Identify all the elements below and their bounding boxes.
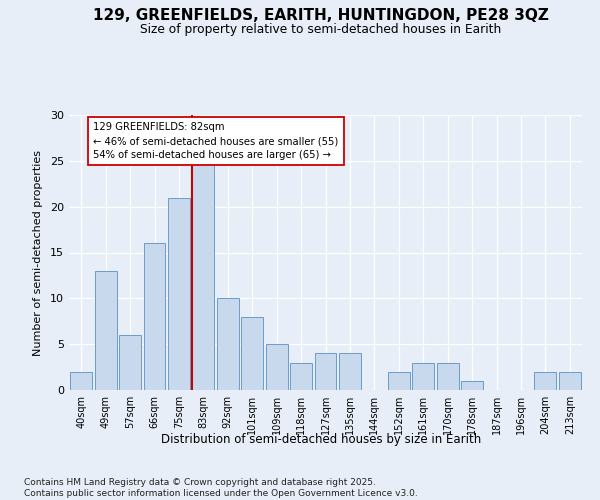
Text: Contains HM Land Registry data © Crown copyright and database right 2025.
Contai: Contains HM Land Registry data © Crown c… [24,478,418,498]
Bar [266,344,287,390]
Bar [119,335,141,390]
Bar [70,372,92,390]
Bar [339,354,361,390]
Bar [412,362,434,390]
Bar [143,244,166,390]
Bar [437,362,458,390]
Bar [559,372,581,390]
Bar [388,372,410,390]
Y-axis label: Number of semi-detached properties: Number of semi-detached properties [33,150,43,356]
Bar [168,198,190,390]
Bar [217,298,239,390]
Text: Size of property relative to semi-detached houses in Earith: Size of property relative to semi-detach… [140,24,502,36]
Bar [241,316,263,390]
Bar [95,271,116,390]
Bar [535,372,556,390]
Text: Distribution of semi-detached houses by size in Earith: Distribution of semi-detached houses by … [161,432,481,446]
Text: 129 GREENFIELDS: 82sqm
← 46% of semi-detached houses are smaller (55)
54% of sem: 129 GREENFIELDS: 82sqm ← 46% of semi-det… [94,122,338,160]
Bar [193,161,214,390]
Text: 129, GREENFIELDS, EARITH, HUNTINGDON, PE28 3QZ: 129, GREENFIELDS, EARITH, HUNTINGDON, PE… [93,8,549,22]
Bar [314,354,337,390]
Bar [461,381,483,390]
Bar [290,362,312,390]
